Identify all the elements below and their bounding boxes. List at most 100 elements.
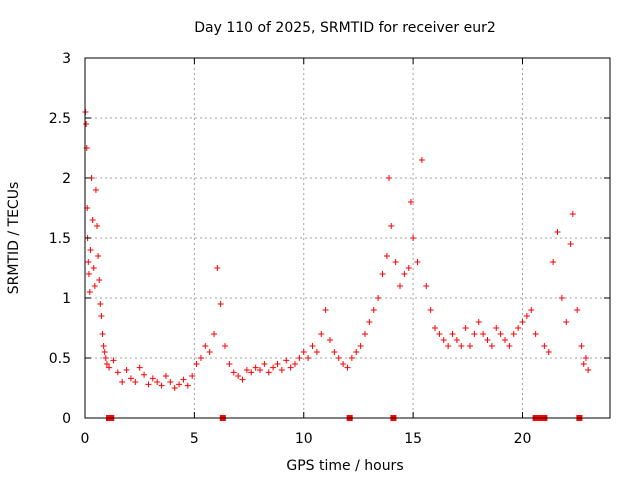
y-tick-label: 3 (62, 51, 71, 67)
data-point (386, 175, 393, 181)
data-point (162, 373, 169, 379)
y-tick-label: 2.5 (49, 111, 71, 127)
data-point (370, 307, 377, 313)
data-point (327, 337, 333, 343)
data-point (493, 325, 500, 331)
data-point (211, 331, 218, 337)
data-point (97, 301, 104, 307)
data-point (106, 364, 113, 371)
data-point (296, 355, 303, 361)
data-point (292, 361, 298, 367)
data-point (423, 283, 430, 289)
data-point (136, 364, 143, 371)
data-point (515, 325, 522, 331)
data-point (217, 301, 224, 307)
data-point (340, 361, 347, 367)
data-point (287, 364, 294, 371)
y-tick-label: 0 (62, 411, 71, 427)
data-point (331, 349, 338, 355)
data-point (480, 331, 487, 337)
data-point (222, 343, 228, 349)
data-point (283, 357, 290, 364)
x-tick-label: 0 (81, 431, 90, 447)
data-point (270, 364, 277, 371)
data-point (274, 361, 281, 367)
data-point (85, 271, 92, 277)
data-point (85, 259, 92, 265)
y-tick-label: 1.5 (49, 231, 71, 247)
data-point (103, 361, 110, 367)
data-point (545, 349, 552, 355)
x-tick-label: 10 (295, 431, 313, 447)
data-point (318, 331, 325, 337)
data-point (119, 379, 126, 385)
y-tick-label: 0.5 (49, 351, 71, 367)
data-point (114, 369, 121, 376)
data-point (206, 349, 213, 355)
data-point (585, 367, 592, 373)
data-point (92, 187, 99, 193)
data-point (528, 307, 535, 313)
x-tick-label: 5 (190, 431, 199, 447)
x-axis-label: GPS time / hours (286, 458, 403, 474)
data-point (123, 367, 130, 373)
data-point (467, 343, 473, 349)
data-point (541, 343, 548, 349)
data-point (558, 295, 565, 301)
data-point (379, 271, 386, 277)
data-point (488, 343, 495, 349)
y-tick-label: 2 (62, 171, 71, 187)
data-point (132, 379, 139, 385)
data-point (353, 349, 360, 355)
data-point (180, 376, 187, 383)
data-point (523, 313, 530, 319)
data-point (405, 265, 412, 271)
data-point (176, 381, 183, 388)
data-point (519, 319, 526, 325)
data-point (432, 325, 438, 331)
data-point (300, 349, 307, 355)
data-point (392, 259, 399, 265)
data-point (532, 331, 539, 337)
data-point (344, 364, 351, 371)
data-point (91, 283, 98, 289)
data-point (261, 361, 268, 367)
data-point (335, 355, 342, 361)
data-point (309, 343, 316, 349)
data-point (462, 325, 469, 331)
data-point (410, 235, 417, 241)
axis-ticks: 0 0.5 1 1.5 2 2.5 3 0 5 10 15 20 (49, 51, 610, 447)
x-tick-label: 20 (514, 431, 532, 447)
data-point (375, 295, 382, 301)
data-point (388, 223, 395, 229)
data-point (230, 369, 237, 376)
data-point (322, 307, 329, 313)
data-point (445, 343, 452, 349)
data-point (86, 289, 93, 295)
data-point (197, 355, 204, 361)
data-point (154, 379, 161, 385)
data-point (90, 265, 97, 271)
y-tick-label: 1 (62, 291, 71, 307)
data-point (471, 331, 478, 337)
data-point (83, 121, 90, 127)
data-point (99, 331, 106, 337)
data-point (102, 355, 109, 361)
data-point (235, 373, 242, 379)
data-point (357, 343, 364, 349)
data-point (578, 343, 585, 349)
data-point (475, 319, 482, 325)
data-point (171, 385, 178, 391)
data-point (127, 375, 134, 382)
data-point (101, 349, 108, 355)
data-point (189, 373, 196, 379)
data-point (440, 337, 447, 343)
x-tick-label: 15 (404, 431, 422, 447)
data-point (407, 199, 414, 205)
chart-title: Day 110 of 2025, SRMTID for receiver eur… (194, 20, 496, 36)
data-point (383, 253, 390, 259)
data-point (436, 331, 443, 337)
data-point (145, 381, 152, 388)
data-point (510, 331, 517, 337)
